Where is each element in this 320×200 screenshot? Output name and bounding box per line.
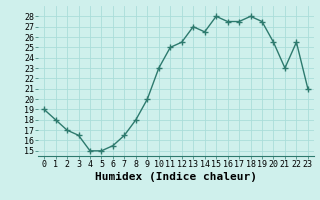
X-axis label: Humidex (Indice chaleur): Humidex (Indice chaleur) bbox=[95, 172, 257, 182]
